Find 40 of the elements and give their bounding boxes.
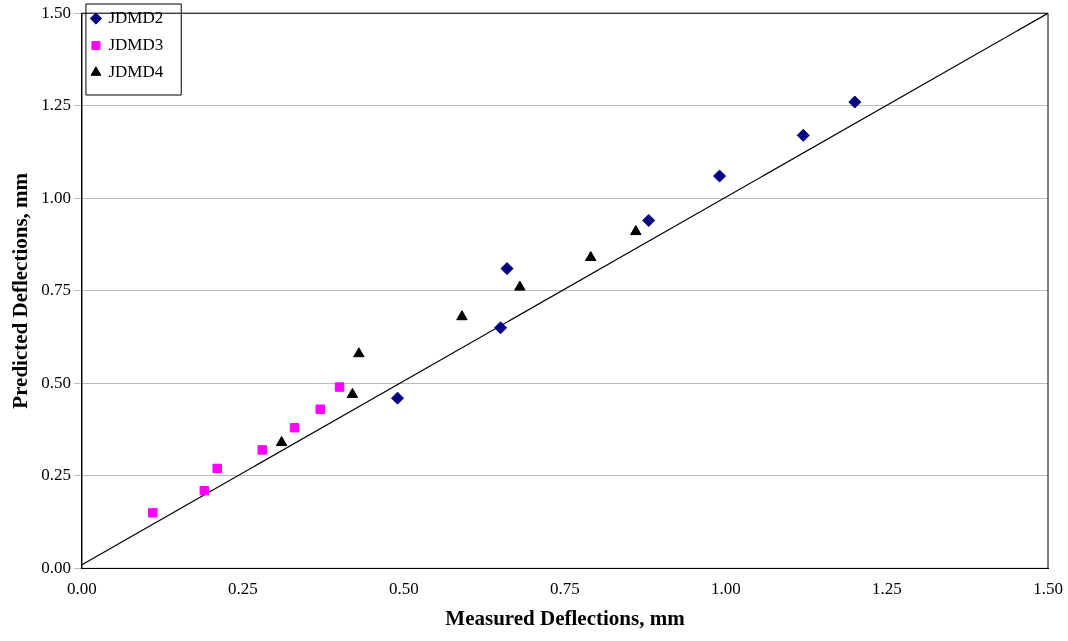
point: [500, 262, 514, 276]
point: [315, 404, 325, 414]
y-tick-label: 0.00: [41, 557, 71, 577]
point: [713, 169, 727, 183]
legend-label: JDMD3: [108, 34, 164, 54]
point: [494, 321, 508, 335]
point: [289, 423, 300, 433]
y-tick-label: 0.25: [41, 465, 71, 485]
point: [212, 463, 222, 474]
x-tick-label: 1.25: [872, 579, 902, 599]
point: [630, 225, 642, 236]
y-tick-label: 1.00: [41, 187, 71, 207]
point: [585, 250, 597, 261]
point: [199, 485, 210, 496]
point: [334, 382, 345, 392]
x-tick-label: 0.00: [67, 579, 97, 599]
point: [275, 436, 288, 447]
legend-label: JDMD2: [108, 7, 164, 27]
x-tick-label: 0.50: [389, 579, 419, 599]
y-axis-title: Predicted Deflections, mm: [8, 172, 33, 409]
point: [642, 213, 656, 227]
x-tick-label: 1.50: [1033, 579, 1063, 599]
point: [391, 391, 405, 405]
legend-label: JDMD4: [108, 61, 164, 81]
point: [848, 95, 862, 109]
point: [353, 347, 365, 358]
point: [514, 280, 526, 291]
x-tick-label: 0.25: [228, 579, 258, 599]
point: [796, 128, 810, 142]
point: [456, 310, 468, 321]
x-tick-label: 1.00: [711, 579, 741, 599]
y-tick-label: 0.50: [41, 372, 71, 392]
y-tick-label: 1.50: [41, 2, 71, 22]
x-axis-title: Measured Deflections, mm: [445, 605, 686, 630]
y-tick-label: 0.75: [41, 280, 71, 300]
x-tick-label: 0.75: [550, 579, 580, 599]
point: [148, 508, 158, 518]
point: [346, 387, 359, 398]
y-tick-label: 1.25: [41, 95, 71, 115]
point: [257, 445, 268, 455]
